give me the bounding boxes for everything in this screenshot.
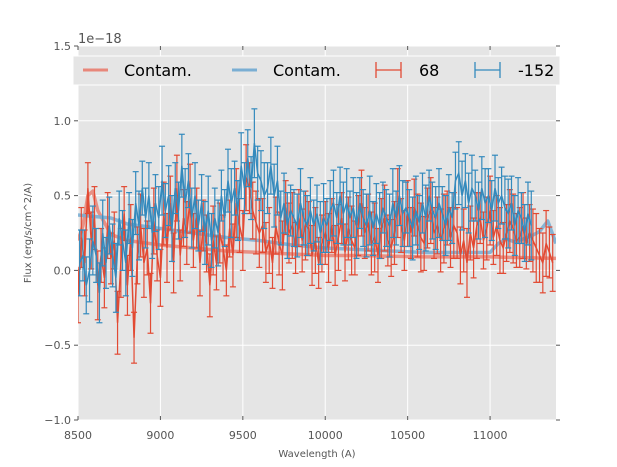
legend-label: 68 [419, 61, 439, 80]
x-axis-label: Wavelength (A) [278, 449, 355, 460]
errorbar-series--152 [78, 108, 535, 324]
y-axis-label: Flux (erg/s/cm^2/A) [23, 183, 34, 283]
y-tick-label: 1.5 [54, 40, 72, 53]
data-line [78, 143, 532, 293]
y-tick-label: −1.0 [44, 414, 71, 427]
x-tick-label: 9000 [146, 429, 174, 442]
x-tick-label: 10000 [308, 429, 343, 442]
x-tick-label: 9500 [229, 429, 257, 442]
legend-label: -152 [518, 61, 554, 80]
axes: 8500 9000 9500 10000 10500 11000 −1.0 −0.5 0.0 0.… [44, 40, 560, 442]
x-tick-label: 10500 [390, 429, 425, 442]
y-tick-label: 0.5 [54, 190, 72, 203]
legend-label: Contam. [124, 61, 192, 80]
data-line [78, 177, 554, 338]
y-tick-label: 0.0 [54, 264, 72, 277]
series-layer [78, 108, 556, 364]
y-tick-label: −0.5 [44, 339, 71, 352]
legend: Contam. Contam. 68 -152 [72, 55, 561, 86]
x-tick-label: 8500 [64, 429, 92, 442]
y-tick-label: 1.0 [54, 115, 72, 128]
offset-text: 1e−18 [78, 32, 122, 47]
x-tick-label: 11000 [473, 429, 508, 442]
legend-label: Contam. [273, 61, 341, 80]
